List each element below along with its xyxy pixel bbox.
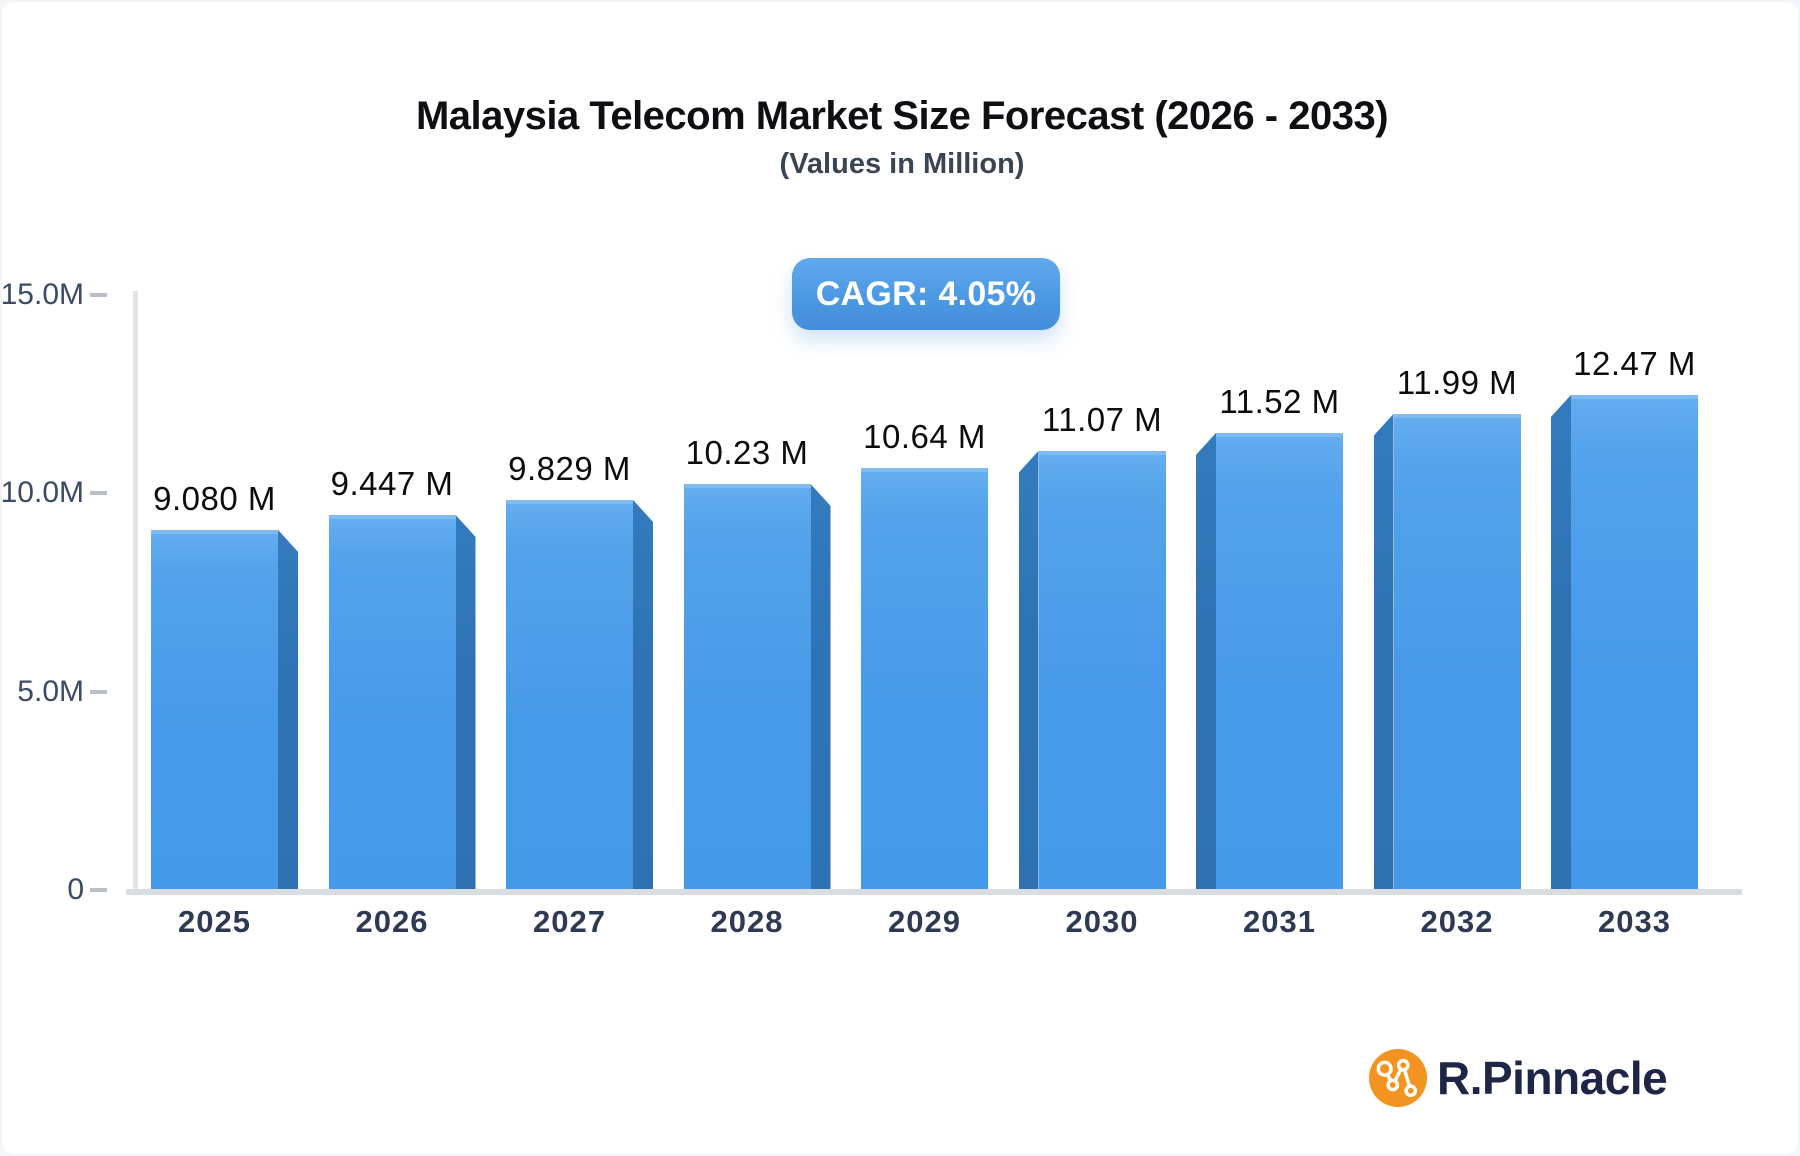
x-tick-label-2032: 2032 xyxy=(1420,904,1494,939)
bar-value-label-2026: 9.447 M xyxy=(330,465,454,502)
bar-3d-side-2032 xyxy=(1373,414,1394,890)
y-tick-mark xyxy=(90,491,107,496)
bar-3d-side-2033 xyxy=(1551,395,1571,890)
x-tick-label-2030: 2030 xyxy=(1065,904,1139,939)
bar-value-label-2028: 10.23 M xyxy=(685,434,809,471)
bar-value-label-2025: 9.080 M xyxy=(153,480,276,517)
x-tick-label-2028: 2028 xyxy=(710,904,784,939)
bar-3d-side-2028 xyxy=(810,484,831,890)
bar-2033 xyxy=(1571,395,1698,890)
bar-3d-side-2030 xyxy=(1018,451,1039,890)
bar-2027 xyxy=(506,500,633,890)
bar-3d-side-2025 xyxy=(278,530,298,890)
y-tick-mark xyxy=(90,888,107,892)
bar-value-label-2032: 11.99 M xyxy=(1396,364,1518,401)
x-tick-label-2025: 2025 xyxy=(178,904,251,939)
bar-value-label-2031: 11.52 M xyxy=(1219,383,1340,420)
bar-2032 xyxy=(1393,414,1521,890)
y-tick-label: 15.0M xyxy=(0,277,84,311)
x-tick-label-2027: 2027 xyxy=(533,904,606,939)
bar-3d-side-2031 xyxy=(1196,433,1216,890)
bar-value-label-2033: 12.47 M xyxy=(1573,345,1696,382)
network-nodes-icon xyxy=(1369,1049,1427,1107)
y-tick-label: 0 xyxy=(67,873,84,906)
x-tick-label-2029: 2029 xyxy=(888,904,961,939)
y-tick-label: 10.0M xyxy=(0,476,84,510)
x-axis-line xyxy=(126,889,1742,895)
bar-2025 xyxy=(151,530,278,890)
bar-value-label-2029: 10.64 M xyxy=(863,418,986,455)
bar-value-label-2030: 11.07 M xyxy=(1041,401,1163,438)
bar-value-label-2027: 9.829 M xyxy=(508,450,631,487)
bar-2026 xyxy=(328,515,456,890)
cagr-badge: CAGR: 4.05% xyxy=(792,258,1060,330)
y-tick-mark xyxy=(90,292,107,297)
chart-title: Malaysia Telecom Market Size Forecast (2… xyxy=(415,94,1389,138)
y-tick-label: 5.0M xyxy=(17,674,84,708)
x-tick-label-2031: 2031 xyxy=(1243,904,1316,939)
brand-logo-text: R.Pinnacle xyxy=(1437,1052,1668,1104)
bar-3d-side-2026 xyxy=(455,515,476,890)
y-tick-mark xyxy=(90,689,107,694)
bar-2031 xyxy=(1216,433,1343,890)
bar-2029 xyxy=(861,468,988,890)
x-tick-label-2033: 2033 xyxy=(1598,904,1671,939)
bar-2030 xyxy=(1038,451,1166,890)
y-axis-line xyxy=(133,291,138,895)
chart-subtitle: (Values in Million) xyxy=(779,148,1025,180)
bar-3d-side-2027 xyxy=(633,500,653,890)
cagr-badge-label: CAGR: 4.05% xyxy=(815,274,1037,313)
x-tick-label-2026: 2026 xyxy=(355,904,429,939)
bar-2028 xyxy=(683,484,811,890)
brand-logo: R.Pinnacle xyxy=(1369,1046,1668,1110)
